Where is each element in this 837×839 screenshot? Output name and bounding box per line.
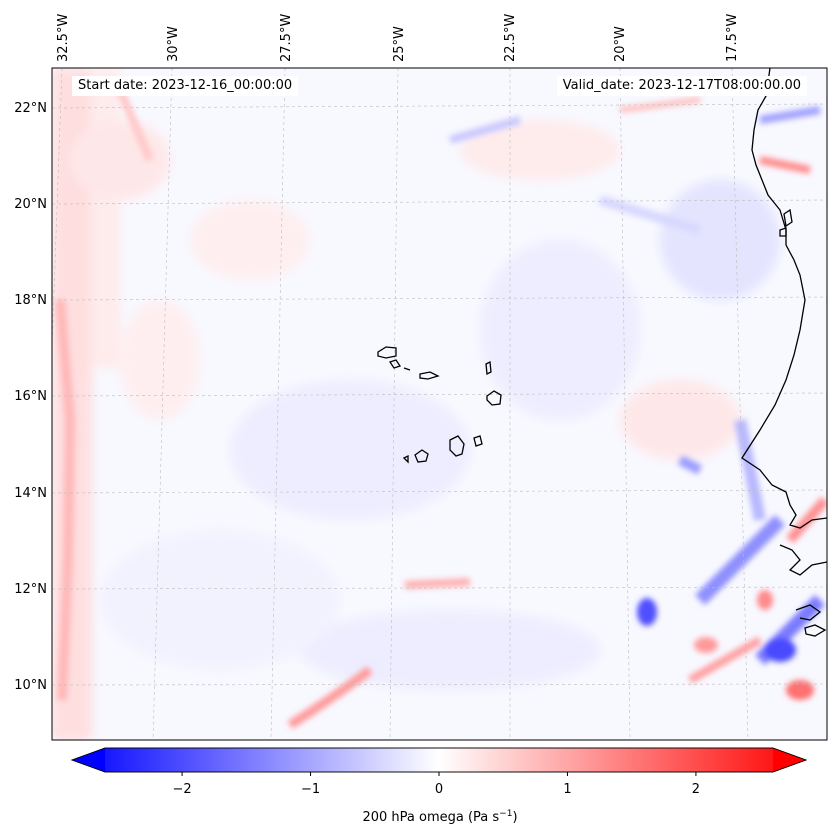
lon-label: 32.5°W	[56, 14, 71, 62]
lon-label: 30°W	[166, 26, 181, 62]
colorbar-tick-label: 1	[563, 782, 571, 797]
lon-labels: 32.5°W 30°W 27.5°W 25°W 22.5°W 20°W 17.5…	[56, 14, 740, 62]
lat-label: 10°N	[14, 678, 47, 693]
colorbar-extend-high	[773, 748, 806, 772]
lon-label: 17.5°W	[725, 14, 740, 62]
lat-label: 14°N	[14, 486, 47, 501]
colorbar-extend-low	[72, 748, 105, 772]
colorbar-tick-label: −1	[301, 782, 320, 797]
lat-label: 16°N	[14, 389, 47, 404]
omega-field	[52, 68, 827, 740]
colorbar-tick-label: −2	[172, 782, 191, 797]
lon-label: 22.5°W	[503, 14, 518, 62]
colorbar-tick-label: 2	[692, 782, 700, 797]
colorbar-label: 200 hPa omega (Pa s−1)	[362, 809, 517, 825]
lat-label: 12°N	[14, 582, 47, 597]
lon-label: 27.5°W	[279, 14, 294, 62]
cape-verde-islands	[377, 346, 502, 464]
valid-date: Valid_date: 2023-12-17T08:00:00.00	[556, 76, 807, 96]
start-date: Start date: 2023-12-16_00:00:00	[72, 76, 299, 96]
map-frame	[51, 67, 828, 741]
lat-label: 18°N	[14, 293, 47, 308]
colorbar-ticks: −2 −1 0 1 2	[172, 772, 700, 797]
gridlines	[52, 68, 827, 740]
lon-label: 25°W	[392, 26, 407, 62]
colorbar-tick-label: 0	[435, 782, 443, 797]
coastline	[741, 68, 827, 637]
lon-label: 20°W	[613, 26, 628, 62]
colorbar: −2 −1 0 1 2 200 hPa omega (Pa s−1)	[70, 747, 808, 825]
colorbar-bar	[70, 747, 808, 773]
lat-label: 20°N	[14, 197, 47, 212]
lat-label: 22°N	[14, 101, 47, 116]
lat-labels: 22°N 20°N 18°N 16°N 14°N 12°N 10°N	[14, 101, 47, 693]
